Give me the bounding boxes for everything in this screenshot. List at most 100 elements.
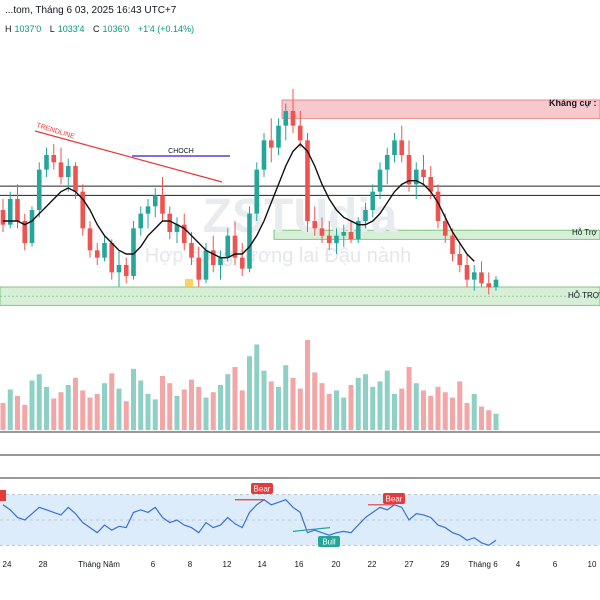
candle-body: [254, 169, 260, 214]
candle-body: [406, 155, 412, 185]
volume-bar: [152, 399, 158, 430]
candle-body: [196, 257, 202, 280]
candle-body: [442, 221, 448, 236]
volume-bar: [44, 386, 49, 430]
rsi-bear-tag-1: Bear: [251, 483, 273, 494]
price-zones: [0, 99, 600, 306]
candle-body: [421, 169, 426, 177]
candle-body: [225, 235, 231, 258]
volume-bar: [450, 397, 455, 430]
volume-bar: [181, 389, 187, 430]
candle-body: [15, 199, 20, 221]
candle-body: [58, 162, 64, 177]
x-tick-label: 14: [258, 560, 267, 569]
rsi-bull-tag: Bull: [318, 536, 340, 547]
volume-bar: [319, 383, 325, 430]
candle-body: [384, 155, 390, 170]
trendline[interactable]: [34, 130, 223, 183]
candle-body: [471, 272, 477, 280]
volume-bar: [58, 392, 64, 430]
rsi-bear-tag-1-text: Bear: [254, 485, 271, 494]
rsi-bear-tag-2-bg: [383, 493, 405, 504]
volume-bar: [486, 410, 492, 430]
volume-bar: [493, 413, 499, 430]
volume-bar: [102, 383, 107, 430]
volume-bar: [138, 380, 144, 430]
candle-body: [428, 177, 434, 192]
candle-body: [355, 221, 361, 240]
candle-body: [131, 228, 136, 276]
candle-body: [73, 166, 78, 192]
ma-line: [3, 143, 475, 262]
volume-bar: [334, 390, 339, 430]
x-tick-label: Tháng 6: [468, 560, 498, 569]
x-tick-label: 4: [516, 560, 521, 569]
chart-header: ...tom, Tháng 6 03, 2025 16:43 UTC+7 H 10…: [0, 0, 600, 44]
candle-body: [319, 228, 325, 236]
volume-bar: [421, 390, 426, 430]
candle-body: [7, 199, 13, 225]
volume-bar: [428, 395, 434, 430]
candle-body: [181, 224, 187, 243]
rsi-left-tag: [0, 490, 6, 501]
volume-bar: [167, 383, 173, 430]
volume-bar: [94, 394, 100, 430]
volume-bar: [189, 379, 194, 430]
volume-bar: [305, 340, 310, 430]
horizontal-levels: [0, 185, 600, 196]
candle-body: [116, 265, 122, 273]
volume-bar: [0, 403, 6, 430]
candle-body: [44, 155, 49, 170]
ohlc-close: C 1036'0: [93, 24, 130, 34]
volume-bar: [297, 388, 303, 430]
x-tick-label: 22: [368, 560, 377, 569]
resistance-label: Kháng cự :: [549, 98, 597, 108]
candle-body: [51, 155, 57, 163]
volume-bar: [225, 374, 231, 430]
volume-bar: [363, 374, 368, 430]
rsi-bear-tag-2: Bear: [383, 493, 405, 504]
resistance-zone[interactable]: [281, 99, 600, 119]
rsi-bear-tag-1-bg: [251, 483, 273, 494]
volume-bar: [80, 390, 86, 430]
candle-body: [36, 169, 42, 210]
volume-bar: [239, 390, 245, 430]
x-tick-label: 27: [405, 560, 414, 569]
volume-bar: [413, 383, 419, 430]
volume-bar: [247, 356, 252, 430]
volume-bar: [174, 395, 180, 430]
volume-bar: [203, 397, 209, 430]
volume-bar: [442, 392, 448, 430]
watermark-logo: ZSTUdia: [203, 190, 398, 243]
x-tick-label: 10: [588, 560, 597, 569]
volume-bar: [7, 389, 13, 430]
volume-bar: [457, 381, 463, 430]
candle-body: [160, 195, 165, 214]
volume-bar: [210, 392, 216, 430]
rsi-line: [2, 499, 497, 547]
x-tick-label: 12: [223, 560, 232, 569]
volume-bar: [160, 376, 165, 430]
candle-body: [290, 111, 296, 126]
volume-bar: [312, 372, 318, 430]
event-marker[interactable]: [185, 279, 193, 288]
ohlc-change: +1'4 (+0.14%): [137, 24, 195, 34]
candle-body: [377, 169, 383, 192]
volume-bar: [276, 386, 281, 430]
volume-bar: [131, 368, 136, 430]
volume-bar: [471, 394, 477, 430]
volume-bars: [0, 340, 499, 430]
x-tick-label: 29: [441, 560, 450, 569]
volume-bar: [116, 388, 122, 430]
candle-body: [435, 191, 441, 221]
volume-bar: [392, 394, 397, 430]
candle-body: [203, 250, 209, 280]
candle-body: [486, 283, 492, 287]
support-zone-upper[interactable]: [273, 229, 600, 240]
candle-body: [392, 140, 397, 155]
choch-label: CHOCH: [168, 148, 194, 155]
volume-bar: [51, 398, 57, 430]
candle-body: [167, 213, 173, 232]
rsi-bear-tag-2-text: Bear: [386, 495, 403, 504]
